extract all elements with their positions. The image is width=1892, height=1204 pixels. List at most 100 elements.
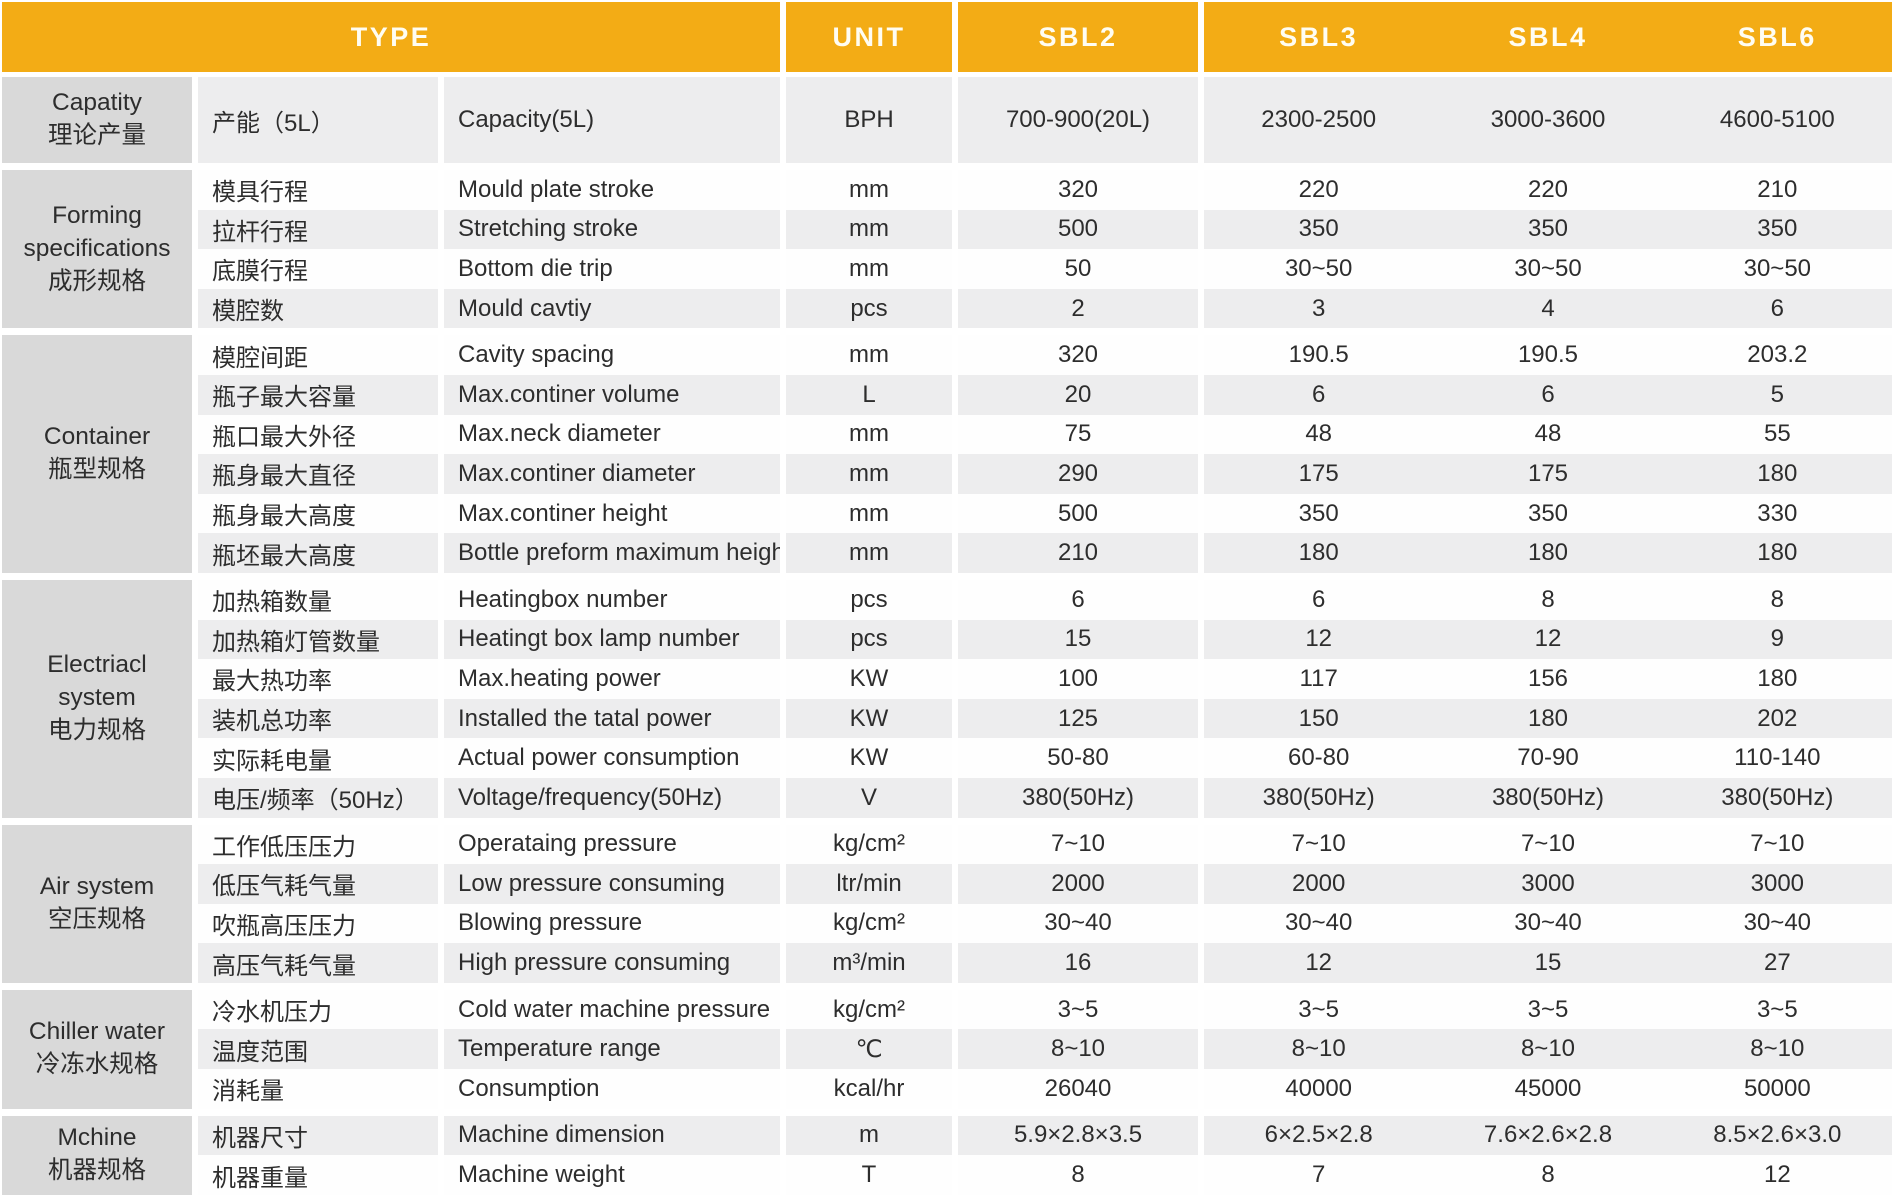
row-values-sbl3-sbl4-sbl6: 12 12 9: [1204, 619, 1892, 660]
row-label-cn: 消耗量: [198, 1069, 438, 1109]
row-label-en: Mould cavtiy: [444, 288, 780, 329]
row-value-sbl6: 5: [1770, 380, 1784, 408]
row-value-sbl6: 180: [1757, 539, 1798, 567]
row-values-sbl3-sbl4-sbl6: 190.5 190.5 203.2: [1204, 335, 1892, 375]
section-group-label: Chiller water 冷冻水规格: [2, 989, 192, 1109]
model-sbl2-column-header: SBL2: [958, 2, 1198, 72]
row-label-en: Blowing pressure: [444, 903, 780, 944]
row-value-sbl4: 7.6×2.6×2.8: [1483, 1121, 1613, 1149]
section-group-label: Mchine 机器规格: [2, 1115, 192, 1195]
row-value-sbl3: 48: [1305, 420, 1333, 448]
section-group-label-line: 电力规格: [48, 717, 146, 745]
row-value-sbl6: 180: [1757, 459, 1798, 487]
row-label-en: Max.continer height: [444, 493, 780, 534]
row-value-sbl2: 20: [958, 374, 1198, 415]
section-group-label-line: 瓶型规格: [48, 456, 146, 484]
row-label-cn: 吹瓶高压压力: [198, 903, 438, 944]
row-values-sbl3-sbl4-sbl6: 8~10 8~10 8~10: [1204, 1029, 1892, 1070]
row-value-sbl3: 30~40: [1284, 909, 1353, 937]
row-label-cn: 工作低压压力: [198, 824, 438, 865]
row-unit: mm: [786, 170, 952, 210]
section-electriacl: Electriacl system 电力规格 加热箱数量 Heatingbox numb…: [2, 579, 1892, 818]
row-label-cn: 高压气耗气量: [198, 943, 438, 983]
row-label-en: Actual power consumption: [444, 738, 780, 778]
row-value-sbl6: 203.2: [1747, 341, 1808, 369]
row-unit: KW: [786, 698, 952, 739]
row-value-sbl3: 3~5: [1298, 995, 1340, 1023]
row-label-en: Max.continer volume: [444, 374, 780, 415]
row-value-sbl4: 350: [1527, 499, 1569, 527]
row-value-sbl2: 210: [958, 533, 1198, 573]
row-label-en: Installed the tatal power: [444, 698, 780, 739]
row-value-sbl2: 500: [958, 209, 1198, 250]
row-value-sbl4: 8~10: [1520, 1035, 1576, 1063]
row-value-sbl6: 8~10: [1750, 1035, 1805, 1063]
row-value-sbl4: 48: [1534, 420, 1562, 448]
row-value-sbl3: 220: [1298, 175, 1339, 203]
section-mchine: Mchine 机器规格 机器尺寸 Machine dimension m 5.9×2.8×…: [2, 1115, 1892, 1195]
row-values-sbl3-sbl4-sbl6: 2300-2500 3000-3600 4600-5100: [1204, 77, 1892, 163]
row-value-sbl2: 320: [958, 170, 1198, 210]
row-label-cn: 机器尺寸: [198, 1115, 438, 1156]
row-value-sbl6: 8.5×2.6×3.0: [1713, 1121, 1842, 1149]
row-value-sbl4: 180: [1527, 704, 1569, 732]
row-unit: m³/min: [786, 943, 952, 983]
row-values-sbl3-sbl4-sbl6: 180 180 180: [1204, 533, 1892, 573]
section-group-label-line: Chiller water: [28, 1018, 166, 1046]
row-label-en: Low pressure consuming: [444, 864, 780, 904]
row-label-cn: 实际耗电量: [198, 738, 438, 778]
row-label-en: Heatingbox number: [444, 579, 780, 620]
unit-column-header: UNIT: [786, 2, 952, 72]
row-value-sbl2: 75: [958, 414, 1198, 455]
row-value-sbl2: 700-900(20L): [958, 77, 1198, 163]
section-air-system: Air system 空压规格 工作低压压力 Operataing pressure k…: [2, 824, 1892, 983]
row-label-cn: 冷水机压力: [198, 989, 438, 1030]
row-label-cn: 机器重量: [198, 1155, 438, 1195]
section-group-label-line: 空压规格: [48, 905, 146, 933]
row-value-sbl2: 50: [958, 249, 1198, 289]
row-value-sbl3: 380(50Hz): [1262, 783, 1375, 811]
row-label-cn: 瓶子最大容量: [198, 374, 438, 415]
row-label-en: Cavity spacing: [444, 335, 780, 375]
row-value-sbl4: 8: [1541, 1161, 1555, 1189]
row-value-sbl6: 202: [1757, 704, 1798, 732]
row-value-sbl2: 30~40: [958, 903, 1198, 944]
row-value-sbl6: 330: [1757, 499, 1798, 527]
row-label-cn: 瓶坯最大高度: [198, 533, 438, 573]
row-value-sbl6: 4600-5100: [1719, 106, 1835, 133]
row-label-en: Heatingt box lamp number: [444, 619, 780, 660]
row-value-sbl2: 26040: [958, 1069, 1198, 1109]
row-value-sbl3: 350: [1298, 215, 1339, 243]
row-unit: pcs: [786, 288, 952, 329]
row-label-cn: 产能（5L）: [198, 77, 438, 163]
row-value-sbl2: 8~10: [958, 1029, 1198, 1070]
row-value-sbl2: 16: [958, 943, 1198, 983]
row-values-sbl3-sbl4-sbl6: 380(50Hz) 380(50Hz) 380(50Hz): [1204, 777, 1892, 818]
row-value-sbl4: 8: [1541, 585, 1555, 613]
row-values-sbl3-sbl4-sbl6: 350 350 350: [1204, 209, 1892, 250]
row-value-sbl3: 12: [1305, 949, 1333, 977]
row-value-sbl3: 6×2.5×2.8: [1264, 1121, 1373, 1149]
row-unit: mm: [786, 533, 952, 573]
row-label-cn: 温度范围: [198, 1029, 438, 1070]
row-label-cn: 瓶身最大直径: [198, 454, 438, 494]
section-chiller-water: Chiller water 冷冻水规格 冷水机压力 Cold water machin…: [2, 989, 1892, 1109]
row-value-sbl2: 100: [958, 659, 1198, 699]
row-value-sbl6: 380(50Hz): [1721, 783, 1834, 811]
row-value-sbl6: 110-140: [1734, 744, 1821, 772]
row-unit: T: [786, 1155, 952, 1195]
row-value-sbl3: 117: [1299, 664, 1338, 692]
row-value-sbl6: 30~40: [1743, 909, 1812, 937]
row-values-sbl3-sbl4-sbl6: 6 8 8: [1204, 579, 1892, 620]
row-value-sbl2: 3~5: [958, 989, 1198, 1030]
row-value-sbl6: 8: [1770, 585, 1784, 613]
row-unit: kcal/hr: [786, 1069, 952, 1109]
section-capatity: Capatity 理论产量 产能（5L） Capacity(5L) BPH 700-900…: [2, 77, 1892, 163]
row-unit: L: [786, 374, 952, 415]
row-value-sbl2: 2000: [958, 864, 1198, 904]
row-unit: KW: [786, 659, 952, 699]
row-value-sbl4: 6: [1541, 380, 1555, 408]
row-value-sbl2: 8: [958, 1155, 1198, 1195]
row-values-sbl3-sbl4-sbl6: 6 6 5: [1204, 374, 1892, 415]
row-value-sbl4: 350: [1527, 215, 1569, 243]
